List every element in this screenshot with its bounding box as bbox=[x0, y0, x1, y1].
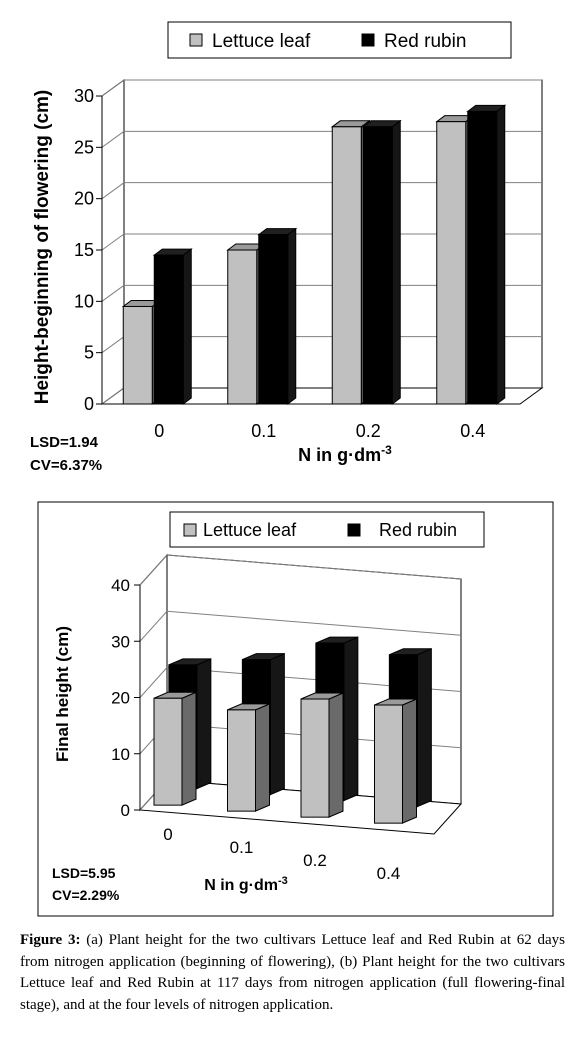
x-axis-title-a: N in g·dm-3 bbox=[298, 443, 392, 465]
caption-text: (a) Plant height for the two cultivars L… bbox=[20, 932, 565, 1013]
y-tick-label-b: 30 bbox=[111, 632, 130, 651]
bar-b-redrubin-side bbox=[196, 658, 212, 790]
bar-a-lettuce-front bbox=[122, 305, 153, 405]
bar-b-lettuce-front bbox=[300, 698, 330, 818]
x-tick-label-a: 0.1 bbox=[251, 421, 276, 441]
plot-area-a: 0 5 10 15 20 25 30 0 0.1 0.2 0.4 bbox=[74, 79, 544, 441]
bar-a-redrubin-front bbox=[467, 110, 498, 405]
y-tick-label-a: 30 bbox=[74, 86, 94, 106]
x-tick-label-b: 0.2 bbox=[303, 851, 327, 870]
bar-b-lettuce-side bbox=[255, 703, 270, 812]
bar-a-redrubin-front bbox=[153, 254, 184, 405]
y-tick-label-a: 0 bbox=[84, 394, 94, 414]
bar-a-lettuce-front bbox=[331, 126, 362, 405]
bar-a-lettuce-front bbox=[436, 121, 467, 405]
y-tick-label-b: 0 bbox=[121, 801, 130, 820]
bar-b-lettuce bbox=[227, 703, 270, 812]
gridline-side-a bbox=[101, 284, 125, 302]
bar-a-redrubin bbox=[257, 227, 298, 405]
gridline-side-a bbox=[101, 79, 125, 97]
legend-b-box bbox=[169, 511, 485, 548]
bar-a-redrubin bbox=[152, 248, 193, 405]
y-tick-label-b: 40 bbox=[111, 576, 130, 595]
gridline-side-b bbox=[139, 554, 168, 586]
y-tick-label-a: 25 bbox=[74, 137, 94, 157]
legend-b-swatch-lettuce bbox=[183, 523, 197, 537]
bar-b-lettuce bbox=[153, 691, 197, 806]
plot-area-b: 0 10 20 30 40 0 0.1 0.2 0.4 bbox=[111, 553, 463, 883]
x-tick-label-b: 0 bbox=[163, 825, 172, 844]
x-tick-label-a: 0.2 bbox=[356, 421, 381, 441]
stat-cv-a: CV=6.37% bbox=[30, 457, 102, 474]
bar-a-redrubin-side bbox=[391, 119, 401, 405]
bar-b-lettuce bbox=[374, 698, 417, 824]
legend-a-swatch-lettuce bbox=[189, 33, 203, 47]
bar-b-lettuce-front bbox=[374, 704, 403, 824]
x-tick-label-b: 0.1 bbox=[230, 838, 254, 857]
bar-b-lettuce-side bbox=[402, 698, 417, 824]
gridline-side-b bbox=[139, 610, 168, 642]
y-tick-label-a: 15 bbox=[74, 240, 94, 260]
legend-b-label-redrubin: Red rubin bbox=[379, 520, 457, 540]
gridline-side-a bbox=[101, 387, 125, 405]
stat-lsd-a: LSD=1.94 bbox=[30, 434, 99, 451]
figure-caption: Figure 3: (a) Plant height for the two c… bbox=[20, 930, 565, 1016]
bar-b-redrubin-side bbox=[343, 636, 359, 802]
stat-cv-b: CV=2.29% bbox=[52, 887, 120, 903]
gridline-side-a bbox=[101, 182, 125, 200]
bar-b-lettuce-side bbox=[328, 692, 344, 818]
x-tick-label-b: 0.4 bbox=[377, 864, 401, 883]
gridline-side-a bbox=[101, 336, 125, 354]
legend-b-label-lettuce: Lettuce leaf bbox=[203, 520, 297, 540]
y-axis-title-b: Final height (cm) bbox=[53, 626, 72, 762]
y-tick-label-a: 20 bbox=[74, 189, 94, 209]
bar-a-redrubin-side bbox=[287, 227, 297, 405]
gridline-side-a bbox=[101, 130, 125, 148]
gridline-side-a bbox=[101, 233, 125, 251]
y-tick-label-b: 20 bbox=[111, 689, 130, 708]
bar-a-redrubin-front bbox=[362, 126, 393, 405]
bar-b-lettuce bbox=[300, 692, 344, 818]
caption-label: Figure 3: bbox=[20, 932, 81, 948]
x-tick-label-a: 0 bbox=[154, 421, 164, 441]
gridline-b bbox=[166, 554, 462, 580]
chart-b-frame bbox=[37, 501, 554, 917]
bar-a-redrubin bbox=[466, 104, 507, 405]
gridline-side-b bbox=[139, 667, 168, 698]
bar-b-lettuce-front bbox=[227, 709, 256, 812]
bar-b-lettuce-front bbox=[153, 697, 183, 806]
legend-a: Lettuce leaf Red rubin bbox=[167, 21, 512, 59]
legend-a-box bbox=[167, 21, 512, 59]
legend-a-label-redrubin: Red rubin bbox=[384, 31, 466, 52]
y-tick-label-a: 5 bbox=[84, 343, 94, 363]
y-tick-label-a: 10 bbox=[74, 291, 94, 311]
chart-b: Lettuce leaf Red rubin 01020304000.10.20… bbox=[37, 501, 554, 917]
x-axis-title-b: N in g·dm-3 bbox=[204, 875, 288, 894]
bar-a-redrubin-front bbox=[258, 234, 289, 405]
gridline-b bbox=[166, 610, 462, 636]
bar-a-redrubin bbox=[361, 119, 402, 405]
y-tick-label-b: 10 bbox=[111, 745, 130, 764]
x-tick-label-a: 0.4 bbox=[460, 421, 485, 441]
bar-b-lettuce-side bbox=[181, 691, 197, 806]
bar-b-redrubin-side bbox=[269, 652, 285, 796]
legend-b: Lettuce leaf Red rubin bbox=[169, 511, 485, 548]
bar-a-redrubin-side bbox=[182, 248, 192, 405]
legend-b-swatch-redrubin bbox=[347, 523, 361, 537]
legend-a-label-lettuce: Lettuce leaf bbox=[212, 31, 311, 52]
stat-lsd-b: LSD=5.95 bbox=[52, 865, 116, 881]
bar-b-redrubin-side bbox=[416, 648, 432, 808]
bar-a-redrubin-side bbox=[496, 104, 506, 405]
bar-a-lettuce-front bbox=[227, 249, 258, 405]
legend-a-swatch-redrubin bbox=[361, 33, 375, 47]
y-axis-title-a: Height-beginning of flowering (cm) bbox=[32, 90, 53, 405]
